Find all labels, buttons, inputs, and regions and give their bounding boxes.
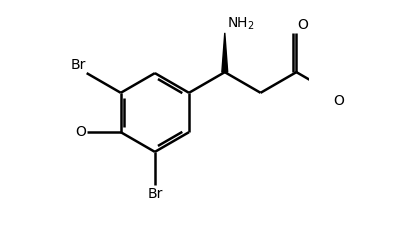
Text: O: O: [298, 18, 309, 32]
Text: Br: Br: [147, 187, 163, 201]
Text: O: O: [75, 125, 86, 139]
Text: O: O: [333, 94, 344, 108]
Text: NH$_2$: NH$_2$: [227, 15, 254, 32]
Polygon shape: [222, 33, 228, 72]
Text: Br: Br: [70, 58, 86, 72]
